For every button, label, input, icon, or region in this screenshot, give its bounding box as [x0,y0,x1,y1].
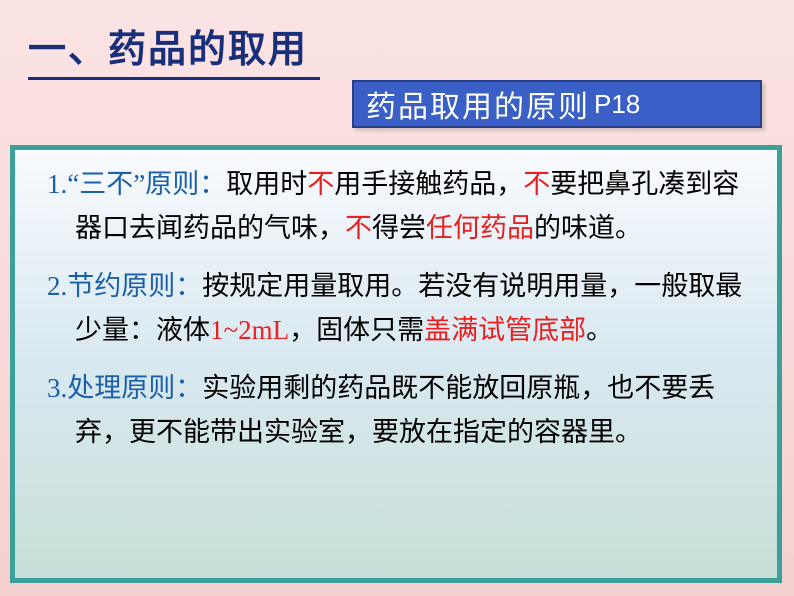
content-box: 1.“三不”原则：取用时不用手接触药品，不要把鼻孔凑到容器口去闻药品的气味，不得… [10,145,782,583]
title-section: 一、药品的取用 [0,0,794,82]
rule-1-label: 三不 [79,169,133,199]
rule-1-t4: 得尝 [372,213,426,243]
rule-2-t2: ，固体只需 [289,315,424,345]
rule-1-q2: ” [133,169,145,199]
rule-1-r2: 不 [523,169,550,199]
rule-1-r3: 不 [345,213,372,243]
rule-1-t5: 的味道。 [534,213,642,243]
rule-1: 1.“三不”原则：取用时不用手接触药品，不要把鼻孔凑到容器口去闻药品的气味，不得… [33,162,759,250]
rule-2-r2: 盖满试管底部 [424,315,586,345]
rule-2-t3: 。 [586,315,613,345]
rule-2-label: 节约原则： [67,271,202,301]
rule-1-label2: 原则： [145,169,226,199]
rule-1-r1: 不 [307,169,334,199]
rule-1-t2: 用手接触药品， [334,169,523,199]
rule-2-r1: 1~2mL [210,315,289,345]
subtitle-box: 药品取用的原则 P18 [352,80,762,128]
subtitle-text: 药品取用的原则 [366,82,590,126]
rule-3-num: 3. [47,373,67,403]
rule-1-r4: 任何药品 [426,213,534,243]
rule-2-num: 2. [47,271,67,301]
main-title: 一、药品的取用 [28,18,794,73]
title-underline [28,77,320,80]
rule-1-num: 1. [47,169,67,199]
rule-3: 3.处理原则：实验用剩的药品既不能放回原瓶，也不要丢弃，更不能带出实验室，要放在… [33,366,759,454]
rule-1-t1: 取用时 [226,169,307,199]
rule-1-q1: “ [67,169,79,199]
rule-2: 2.节约原则：按规定用量取用。若没有说明用量，一般取最少量：液体1~2mL，固体… [33,264,759,352]
rule-3-label: 处理原则： [67,373,202,403]
subtitle-page: P18 [594,89,640,120]
